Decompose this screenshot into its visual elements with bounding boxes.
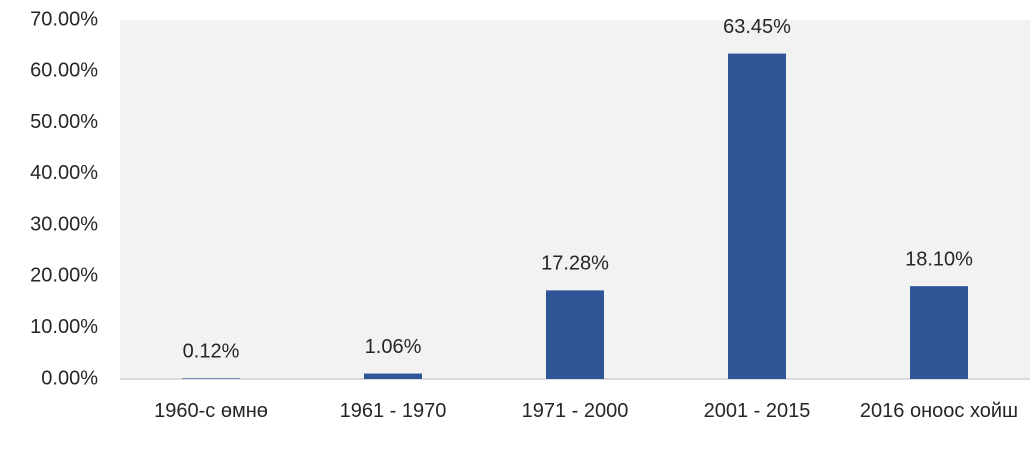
bar <box>364 373 422 379</box>
data-label: 1.06% <box>365 336 422 358</box>
x-tick-label: 2001 - 2015 <box>703 400 811 422</box>
x-tick-label: 1971 - 2000 <box>521 400 629 422</box>
bar <box>182 378 240 379</box>
x-tick-label: 1961 - 1970 <box>339 400 447 422</box>
y-tick-label: 30.00% <box>30 213 98 235</box>
y-tick-label: 10.00% <box>30 316 98 338</box>
data-label: 17.28% <box>541 253 609 275</box>
bar <box>910 286 968 379</box>
y-tick-label: 40.00% <box>30 162 98 184</box>
data-label: 63.45% <box>723 16 791 38</box>
y-tick-label: 20.00% <box>30 265 98 287</box>
y-tick-label: 70.00% <box>30 8 98 30</box>
y-tick-label: 60.00% <box>30 60 98 82</box>
y-tick-label: 50.00% <box>30 111 98 133</box>
bar <box>546 290 604 379</box>
x-tick-label: 1960-с өмнө <box>154 400 268 422</box>
data-label: 18.10% <box>905 248 973 270</box>
data-label: 0.12% <box>183 341 240 363</box>
y-tick-label: 0.00% <box>41 367 98 389</box>
bar <box>728 53 786 380</box>
x-tick-label: 2016 оноос хойш <box>859 400 1019 422</box>
